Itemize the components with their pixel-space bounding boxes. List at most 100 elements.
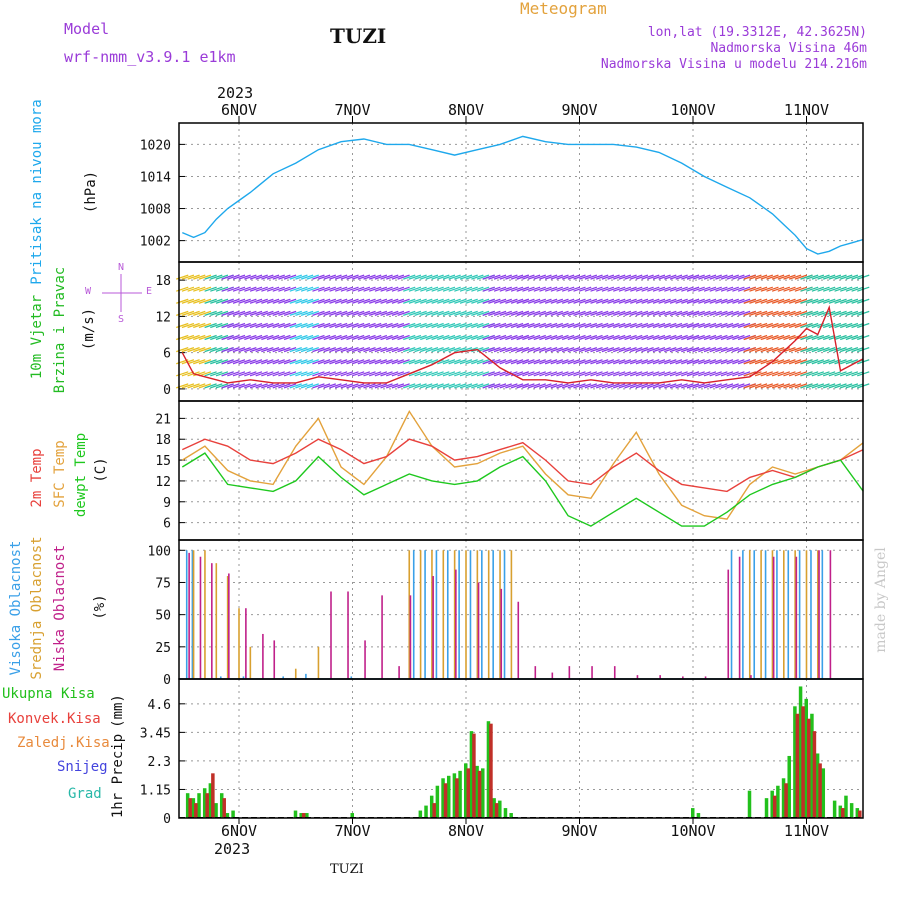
wind-barb	[669, 310, 683, 316]
wind-barb	[766, 371, 779, 377]
wind-barb	[556, 286, 569, 292]
wind-barb	[312, 298, 325, 304]
wind-barb	[351, 359, 365, 365]
wind-barb	[295, 371, 308, 377]
wind-barb	[601, 383, 615, 389]
wind-barb	[295, 383, 308, 389]
total-rain-bar	[498, 800, 502, 818]
wind-barb	[726, 347, 739, 353]
wind-barb	[295, 359, 308, 365]
wind-barb	[703, 298, 717, 304]
wind-barb	[669, 286, 683, 292]
wind-barb	[726, 298, 739, 304]
wind-barb	[357, 334, 371, 341]
wind-barb	[346, 334, 359, 341]
wind-barb	[266, 298, 280, 304]
wind-barb	[595, 274, 609, 280]
wind-barb	[425, 347, 439, 353]
convective-rain-bar	[301, 813, 306, 818]
wind-barb	[641, 359, 654, 365]
convective-rain-bar	[807, 718, 811, 818]
wind-barb	[698, 274, 711, 280]
wind-barb	[340, 298, 354, 304]
wind-barb	[351, 274, 365, 280]
wind-barb	[459, 310, 473, 316]
wind-barb	[465, 298, 478, 304]
wind-barb	[448, 274, 461, 280]
wind-barb	[448, 310, 461, 316]
wind-barb	[459, 322, 473, 329]
wind-barb	[527, 334, 541, 341]
wind-barb	[788, 310, 802, 316]
wind-barb	[454, 286, 467, 292]
wind-barb	[737, 383, 751, 389]
wind-barb	[641, 310, 654, 316]
wind-barb	[709, 310, 722, 316]
wind-barb	[425, 334, 439, 341]
wind-barb	[794, 383, 808, 389]
wind-barb	[834, 334, 847, 341]
wind-barb	[317, 334, 331, 341]
wind-barb	[306, 359, 319, 365]
wind-barb	[510, 310, 524, 316]
wind-barb	[244, 310, 257, 316]
wind-barb	[539, 347, 552, 353]
wind-barb	[715, 274, 728, 280]
wind-barb	[289, 359, 302, 365]
wind-barb	[414, 310, 427, 316]
wind-barb	[465, 274, 478, 280]
wind-barb	[442, 286, 456, 292]
wind-barb	[204, 322, 217, 329]
wind-barb	[323, 274, 337, 280]
wind-barb	[244, 298, 257, 304]
wind-barb	[317, 298, 331, 304]
wind-barb	[550, 286, 564, 292]
wind-barb	[800, 322, 813, 329]
wind-barb	[647, 383, 660, 389]
wind-barb	[522, 347, 535, 353]
total-rain-bar	[185, 793, 190, 818]
wind-barb	[340, 347, 354, 353]
wind-barb	[227, 274, 240, 280]
wind-barb	[278, 359, 291, 365]
wind-barb	[414, 286, 427, 292]
wind-barb	[397, 359, 410, 365]
y-tick-label: 75	[155, 576, 171, 591]
wind-barb	[743, 347, 756, 353]
wind-barb	[210, 347, 223, 353]
wind-barb	[664, 274, 677, 280]
wind-barb	[811, 347, 825, 353]
wind-barb	[578, 310, 592, 316]
wind-barb	[210, 322, 223, 329]
wind-barb	[198, 383, 212, 389]
wind-barb	[766, 310, 779, 316]
wind-barb	[408, 274, 422, 280]
wind-barb	[590, 383, 603, 389]
wind-barb	[715, 359, 728, 365]
wind-barb	[703, 383, 717, 389]
wind-barb	[675, 286, 688, 292]
wind-barb	[232, 359, 246, 365]
wind-barb	[709, 371, 722, 377]
wind-barb	[249, 347, 263, 353]
wind-barb	[232, 298, 246, 304]
convective-rain-bar	[477, 770, 482, 818]
wind-barb	[681, 371, 694, 377]
wind-barb	[805, 347, 819, 353]
wind-barb	[437, 286, 450, 292]
wind-barb	[471, 383, 484, 389]
wind-barb	[357, 274, 371, 280]
wind-barb	[437, 347, 450, 353]
wind-barb	[357, 359, 371, 365]
wind-barb	[573, 383, 586, 389]
wind-barb	[828, 371, 842, 377]
legend-convective-rain: Konvek.Kisa	[8, 711, 101, 727]
wind-barb	[289, 371, 302, 377]
wind-barb	[323, 310, 337, 316]
wind-barb	[380, 322, 393, 329]
wind-barb	[595, 322, 609, 329]
wind-barb	[805, 298, 819, 304]
wind-barb	[681, 334, 694, 341]
wind-barb	[522, 310, 535, 316]
wind-barb	[828, 274, 842, 280]
